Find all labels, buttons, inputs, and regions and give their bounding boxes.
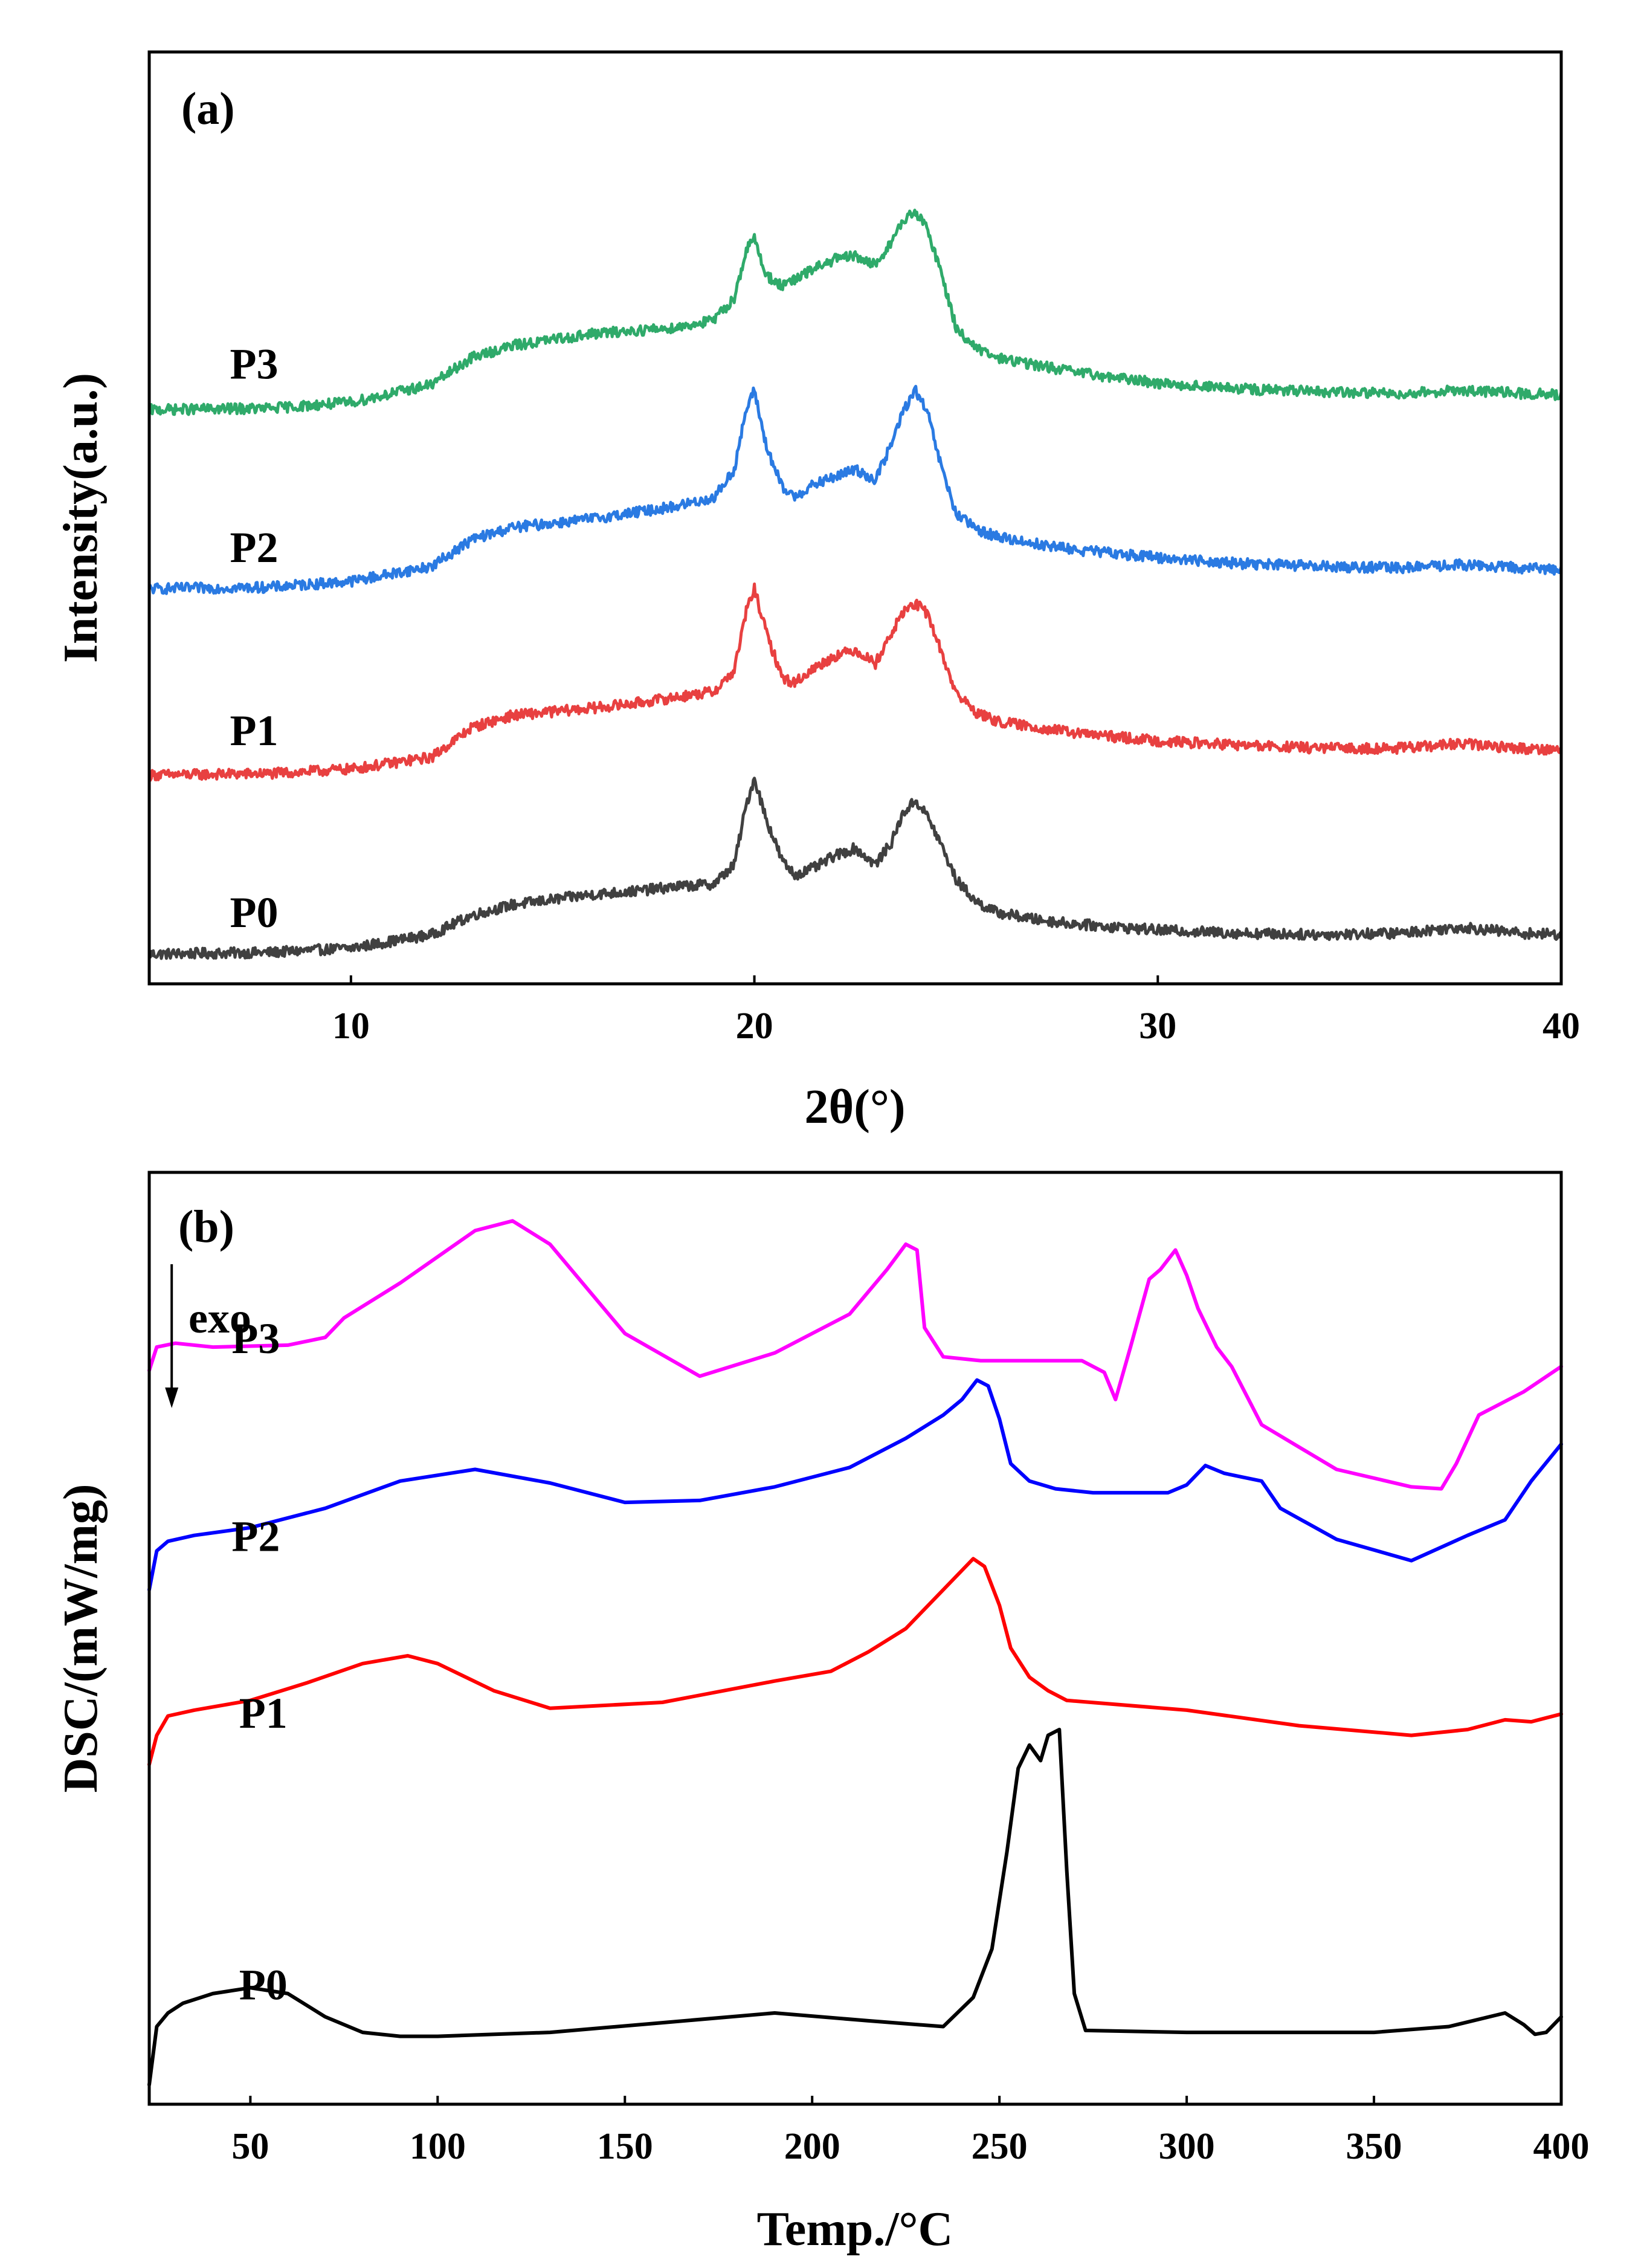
dsc-series-label-p2: P2 <box>231 1512 280 1560</box>
xrd-series-p3 <box>147 208 1563 416</box>
dsc-series-label-p3: P3 <box>231 1314 280 1363</box>
dsc-series-labels: P0 P1 P2 P3 <box>231 1314 287 2009</box>
xrd-x-tick-label: 30 <box>1139 1006 1176 1047</box>
dsc-x-tick-label: 200 <box>784 2126 840 2167</box>
exo-annotation: exo <box>165 1264 251 1408</box>
dsc-series-p1 <box>147 1557 1563 1766</box>
xrd-plot-frame <box>147 50 1563 986</box>
exo-arrow-down-icon <box>165 1388 179 1408</box>
xrd-x-tick-label: 20 <box>736 1006 773 1047</box>
xrd-series-label-p1: P1 <box>230 706 279 755</box>
xrd-series-p1 <box>147 582 1563 782</box>
xrd-series-labels: P0 P1 P2 P3 <box>230 340 279 937</box>
dsc-series-label-p0: P0 <box>239 1961 288 2009</box>
dsc-x-axis-title: Temp./°C <box>757 2203 953 2256</box>
dsc-series-p3 <box>147 1219 1563 1491</box>
dsc-series-p2 <box>147 1378 1563 1592</box>
xrd-y-axis-title: Intensity(a.u.) <box>54 373 108 663</box>
dsc-x-tick-label: 350 <box>1346 2126 1402 2167</box>
xrd-curves <box>147 208 1563 960</box>
xrd-series-label-p0: P0 <box>230 888 279 937</box>
panel-label-a: (a) <box>181 83 235 134</box>
dsc-panel: 50 100 150 200 250 300 350 400 P0 P1 P2 P3 (b) exo… <box>54 1171 1590 2256</box>
panel-label-b: (b) <box>178 1201 234 1252</box>
dsc-x-tick-label: 400 <box>1533 2126 1590 2167</box>
xrd-x-tick-label: 40 <box>1542 1006 1580 1047</box>
dsc-y-axis-title: DSC/(mW/mg) <box>54 1484 108 1792</box>
dsc-x-tick-label: 250 <box>972 2126 1028 2167</box>
xrd-x-tick-label: 10 <box>332 1006 370 1047</box>
dsc-x-tick-label: 150 <box>597 2126 653 2167</box>
xrd-panel: 10 20 30 40 P0 P1 P2 P3 (a) 2θ(°) Intensity(a.… <box>54 50 1580 1134</box>
dsc-plot-frame <box>147 1171 1563 2106</box>
xrd-x-ticks: 10 20 30 40 <box>332 975 1580 1047</box>
xrd-series-label-p3: P3 <box>230 340 279 388</box>
dsc-x-tick-label: 50 <box>231 2126 269 2167</box>
dsc-x-ticks: 50 100 150 200 250 300 350 400 <box>231 2096 1590 2167</box>
dsc-x-tick-label: 100 <box>410 2126 466 2167</box>
xrd-series-p0 <box>147 777 1563 960</box>
xrd-series-label-p2: P2 <box>230 523 279 572</box>
dsc-curves <box>147 1219 1563 2087</box>
dsc-series-p0 <box>147 1728 1563 2087</box>
dsc-x-tick-label: 300 <box>1159 2126 1215 2167</box>
exo-label: exo <box>189 1294 251 1342</box>
xrd-series-p2 <box>147 384 1563 595</box>
dsc-series-label-p1: P1 <box>239 1689 288 1737</box>
xrd-x-axis-title: 2θ(°) <box>804 1081 905 1134</box>
